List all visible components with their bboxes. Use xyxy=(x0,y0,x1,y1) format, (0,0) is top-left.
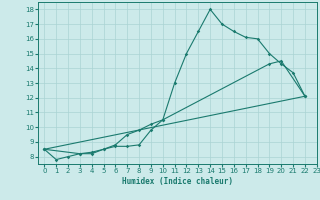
X-axis label: Humidex (Indice chaleur): Humidex (Indice chaleur) xyxy=(122,177,233,186)
